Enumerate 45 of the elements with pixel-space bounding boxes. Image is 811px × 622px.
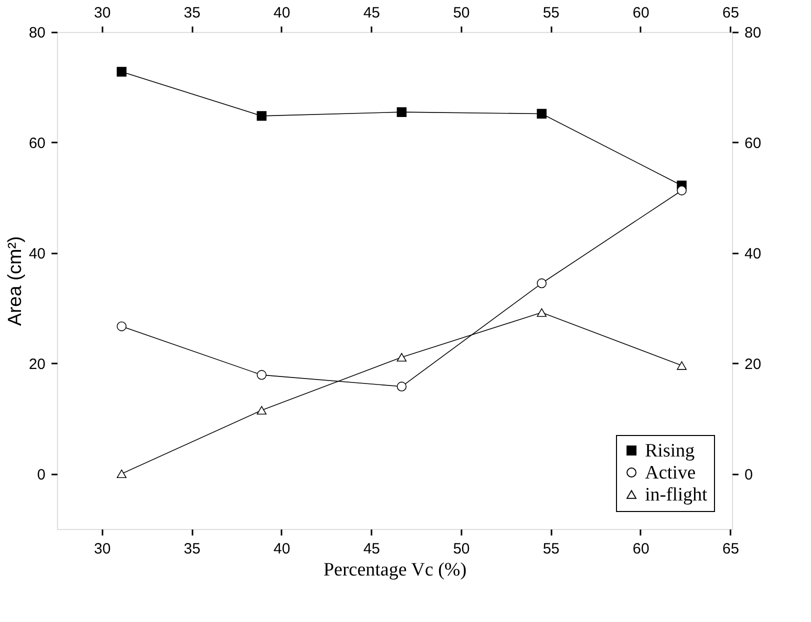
y-tick-label: 40 (28, 245, 46, 262)
y-axis-title: Area (cm²) (4, 236, 26, 326)
x2-tick-label: 45 (363, 540, 380, 558)
point (116, 470, 126, 478)
x2-tick-label: 50 (453, 540, 470, 558)
x2-tick-label: 35 (184, 540, 200, 558)
y2-tick-label: 0 (744, 466, 753, 484)
point (116, 321, 126, 332)
x-tick-label: 55 (542, 4, 560, 22)
x-tick-label: 65 (722, 4, 740, 22)
point (676, 186, 687, 196)
point (676, 361, 687, 370)
x-tick-label: 35 (184, 4, 200, 22)
point (256, 111, 267, 121)
legend-label: Active (645, 462, 696, 484)
point (256, 406, 267, 415)
x2-tick-label: 65 (722, 540, 740, 558)
point (396, 382, 407, 392)
x-tick-label: 40 (274, 4, 290, 22)
point (536, 108, 547, 119)
point (116, 66, 126, 77)
point (536, 278, 547, 288)
y2-tick-label: 60 (744, 134, 762, 152)
point (536, 308, 547, 317)
x-axis-title: Percentage Vc (%) (323, 560, 467, 580)
x-tick-label: 50 (453, 4, 470, 22)
legend-label: in-flight (645, 484, 708, 506)
y2-tick-label: 20 (744, 356, 762, 373)
y2-tick-label: 40 (744, 245, 762, 262)
point (396, 107, 407, 117)
y-tick-label: 80 (28, 24, 46, 42)
x-tick-label: 30 (94, 4, 111, 22)
x2-tick-label: 55 (542, 540, 560, 558)
point (396, 352, 407, 362)
x2-tick-label: 40 (274, 540, 290, 558)
x2-tick-label: 30 (94, 540, 111, 558)
y-tick-label: 0 (37, 466, 46, 484)
y-tick-label: 60 (28, 134, 46, 152)
point (256, 370, 267, 380)
legend-label: Rising (645, 440, 696, 462)
x-tick-label: 60 (632, 4, 650, 22)
y-tick-label: 20 (28, 356, 46, 373)
x-tick-label: 45 (363, 4, 380, 22)
x2-tick-label: 60 (632, 540, 650, 558)
y2-tick-label: 80 (744, 24, 762, 42)
